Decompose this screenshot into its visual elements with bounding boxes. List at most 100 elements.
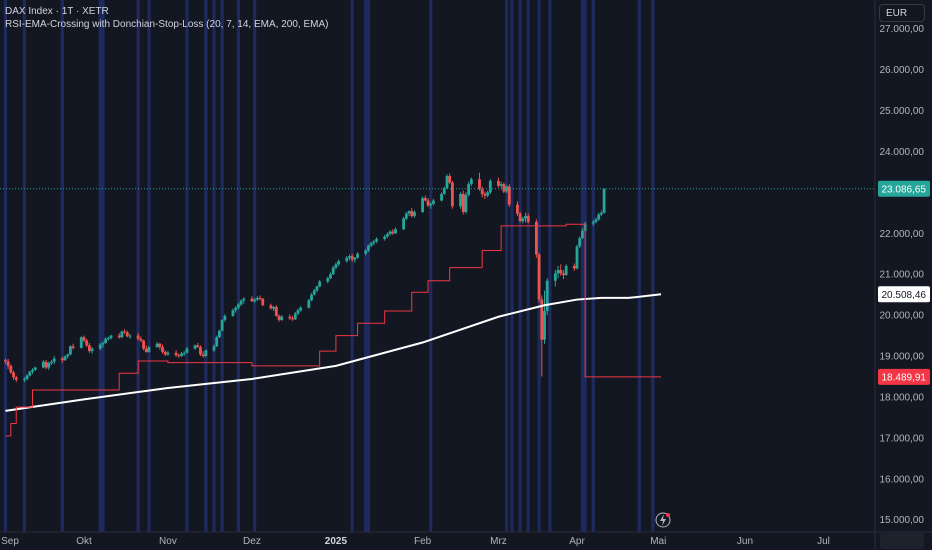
time-tick-label: Sep <box>1 536 19 547</box>
candle-body <box>307 300 311 308</box>
signal-band <box>504 0 509 532</box>
candle-body <box>518 213 522 221</box>
candle-body <box>329 274 332 279</box>
candle-body <box>526 216 530 222</box>
lightning-circle <box>655 512 671 528</box>
time-tick-label: Jul <box>817 536 830 547</box>
candle-body <box>369 243 373 246</box>
candle-body <box>545 280 549 312</box>
candle-body <box>348 256 351 258</box>
candle-body <box>350 256 354 260</box>
price-tick-label: 27.000,00 <box>880 24 925 35</box>
candle-body <box>41 361 45 368</box>
candle-body <box>423 198 427 201</box>
price-tick-label: 22.000,00 <box>880 229 925 240</box>
candle-body <box>142 340 145 349</box>
price-tick-label: 21.000,00 <box>880 270 925 281</box>
candles <box>4 172 606 383</box>
candle-body <box>128 335 132 337</box>
candle-body <box>442 188 446 194</box>
signal-band <box>591 0 595 532</box>
candle-body <box>174 352 178 356</box>
candle-body <box>597 214 601 220</box>
signal-band <box>429 0 433 532</box>
signal-bands <box>3 0 655 532</box>
candle-body <box>182 352 186 354</box>
symbol-title[interactable]: DAX Index · 1T · XETR <box>5 6 109 17</box>
candle-body <box>432 200 435 204</box>
candle-body <box>66 354 70 357</box>
candle-body <box>483 193 487 196</box>
candle-body <box>223 315 227 321</box>
signal-band <box>580 0 585 532</box>
candle-body <box>258 297 262 299</box>
candle-body <box>180 353 183 357</box>
time-tick-label: Dez <box>243 536 261 547</box>
candle-body <box>139 338 143 341</box>
signal-band <box>253 0 257 532</box>
indicator-title[interactable]: RSI-EMA-Crossing with Donchian-Stop-Loss… <box>5 19 329 30</box>
time-tick-label: Mrz <box>490 536 507 547</box>
candle-body <box>87 345 91 352</box>
candle-body <box>599 212 603 215</box>
candle-body <box>147 347 151 352</box>
candle-body <box>488 180 492 193</box>
candle-body <box>123 331 127 333</box>
candle-body <box>562 273 565 276</box>
candle-body <box>575 246 579 269</box>
candle-body <box>4 360 7 362</box>
candle-body <box>85 340 89 346</box>
candle-body <box>521 218 525 221</box>
candle-body <box>155 343 159 348</box>
price-tick-label: 20.000,00 <box>880 311 925 322</box>
candle-body <box>353 257 357 260</box>
candle-body <box>421 198 425 212</box>
candle-body <box>28 371 32 376</box>
price-tick-label: 19.000,00 <box>880 352 925 363</box>
price-tick-label: 25.000,00 <box>880 106 925 117</box>
candle-body <box>280 316 284 321</box>
signal-band <box>22 0 26 532</box>
candle-body <box>407 211 411 214</box>
candle-body <box>269 305 273 309</box>
signal-band <box>204 0 208 532</box>
candle-body <box>543 311 546 340</box>
signal-band <box>350 0 354 532</box>
candle-body <box>239 300 243 305</box>
candle-body <box>101 342 105 345</box>
candle-body <box>193 345 197 349</box>
candle-body <box>71 346 75 348</box>
candle-body <box>236 304 240 308</box>
candle-body <box>31 369 34 372</box>
candle-body <box>410 211 414 217</box>
price-tick-label: 26.000,00 <box>880 65 925 76</box>
candle-body <box>426 200 430 206</box>
candle-body <box>291 318 294 320</box>
signal-band <box>220 0 224 532</box>
currency-button[interactable]: EUR <box>879 4 925 22</box>
candle-body <box>429 203 433 206</box>
candle-body <box>299 307 303 311</box>
time-tick-label: Okt <box>76 536 92 547</box>
candle-body <box>22 378 26 380</box>
candle-body <box>559 270 563 274</box>
candle-body <box>215 337 219 347</box>
candle-body <box>464 194 468 212</box>
current-price-label: 23.086,65 <box>882 184 927 195</box>
candle-body <box>52 358 56 362</box>
candle-body <box>104 338 108 343</box>
candle-body <box>204 350 208 357</box>
candle-body <box>404 213 408 219</box>
candle-body <box>394 229 397 234</box>
candle-body <box>196 345 200 348</box>
candle-body <box>234 307 238 311</box>
candle-body <box>47 362 51 368</box>
chart-legend[interactable]: DAX Index · 1T · XETR RSI-EMA-Crossing w… <box>5 5 328 31</box>
candle-body <box>312 290 316 295</box>
candle-body <box>581 230 584 239</box>
candle-body <box>25 375 29 379</box>
price-tick-label: 17.000,00 <box>880 433 925 444</box>
candle-body <box>461 193 465 212</box>
